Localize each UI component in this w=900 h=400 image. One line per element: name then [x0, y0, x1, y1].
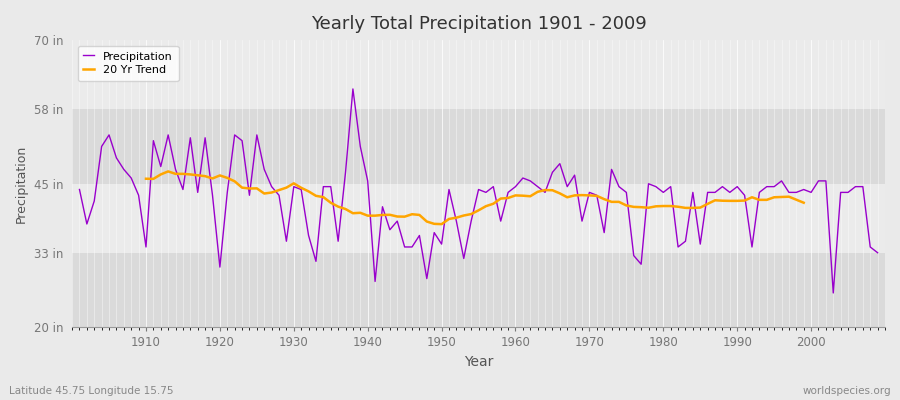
Precipitation — [133, 193, 144, 198]
Bar — [72, 253, 885, 328]
20 Yr Trend — [140, 176, 151, 181]
Y-axis label: Precipitation: Precipitation — [15, 145, 28, 223]
20 Yr Trend — [717, 198, 728, 203]
Bar — [72, 109, 885, 184]
20 Yr Trend — [347, 211, 358, 216]
20 Yr Trend — [614, 200, 625, 204]
Precipitation — [828, 290, 839, 295]
Precipitation — [347, 86, 358, 91]
Precipitation — [74, 187, 85, 192]
Line: 20 Yr Trend: 20 Yr Trend — [146, 172, 804, 224]
Line: Precipitation: Precipitation — [79, 89, 878, 293]
Precipitation — [510, 184, 521, 189]
Title: Yearly Total Precipitation 1901 - 2009: Yearly Total Precipitation 1901 - 2009 — [310, 15, 646, 33]
20 Yr Trend — [436, 222, 447, 226]
20 Yr Trend — [237, 185, 248, 190]
Precipitation — [872, 250, 883, 255]
Precipitation — [518, 176, 528, 180]
Text: worldspecies.org: worldspecies.org — [803, 386, 891, 396]
20 Yr Trend — [798, 200, 809, 205]
Precipitation — [340, 170, 351, 175]
X-axis label: Year: Year — [464, 355, 493, 369]
20 Yr Trend — [784, 194, 795, 199]
Bar — [72, 184, 885, 253]
Legend: Precipitation, 20 Yr Trend: Precipitation, 20 Yr Trend — [77, 46, 178, 81]
Bar — [72, 40, 885, 109]
Text: Latitude 45.75 Longitude 15.75: Latitude 45.75 Longitude 15.75 — [9, 386, 174, 396]
Precipitation — [607, 167, 617, 172]
Precipitation — [296, 187, 307, 192]
20 Yr Trend — [702, 202, 713, 206]
20 Yr Trend — [163, 169, 174, 174]
